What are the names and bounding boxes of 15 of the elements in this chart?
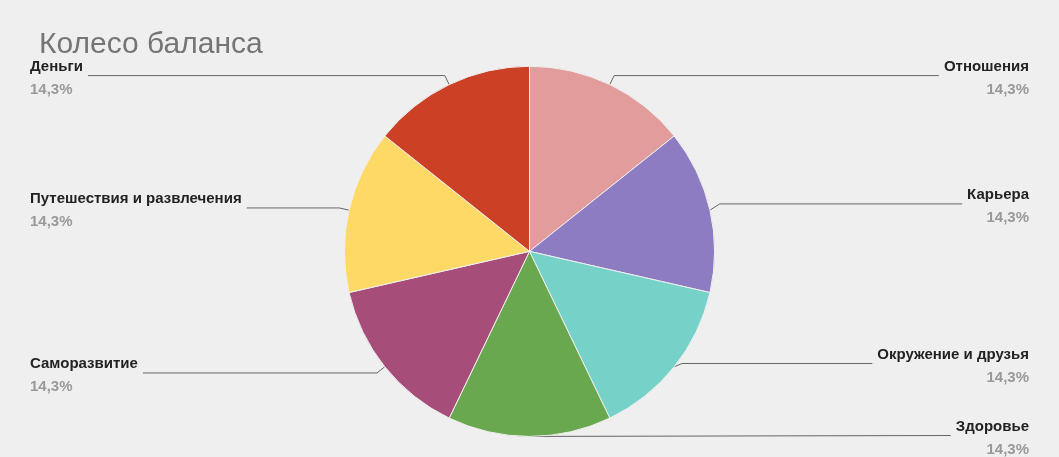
data-label: 14,3% [30, 212, 73, 230]
slice-label: Путешествия и развлечения [30, 189, 242, 207]
slice-label: Отношения [943, 57, 1029, 75]
data-label: 14,3% [986, 208, 1029, 226]
data-label: 14,3% [986, 368, 1029, 386]
data-label: 14,3% [30, 377, 73, 395]
slice-label: Окружение и друзья [877, 345, 1029, 363]
data-label: 14,3% [986, 440, 1029, 457]
slice-label: Здоровье [955, 417, 1029, 434]
slice-label: Деньги [30, 57, 83, 75]
chart-title: Колесо баланса [39, 25, 263, 59]
slice-label: Саморазвитие [30, 354, 138, 372]
slice-label: Карьера [967, 185, 1030, 203]
data-label: 14,3% [986, 80, 1029, 98]
data-label: 14,3% [30, 80, 73, 98]
